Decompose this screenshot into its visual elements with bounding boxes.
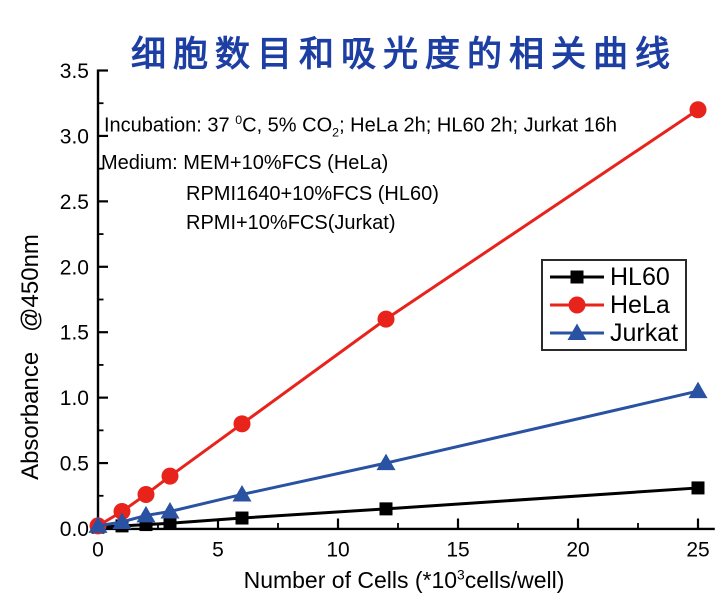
x-label-text: cells/well) — [464, 567, 565, 593]
legend-sample-circle — [550, 296, 604, 314]
legend-sample-square — [550, 270, 604, 284]
triangle-marker-icon — [567, 323, 587, 340]
series-jurkat-line — [97, 389, 699, 528]
y-tick-label: 1.0 — [60, 387, 89, 410]
x-label-text: Number of Cells (*10 — [243, 567, 458, 593]
series-hl60-point — [163, 516, 177, 530]
exponent-superscript: 3 — [457, 567, 465, 583]
y-tick-label: 0.5 — [60, 453, 89, 476]
legend-item-hl60: HL60 — [549, 263, 679, 291]
legend-label: HeLa — [610, 291, 670, 319]
series-hela-point — [689, 101, 707, 119]
y-tick-label: 1.5 — [60, 322, 89, 345]
series-jurkat-point — [112, 512, 132, 529]
legend-label: HL60 — [610, 263, 670, 291]
x-tick-label: 10 — [326, 539, 349, 562]
series-hela-point — [377, 310, 395, 328]
x-tick-label: 20 — [566, 539, 589, 562]
series-jurkat-point — [688, 381, 708, 399]
legend: HL60 HeLa Jurkat — [541, 259, 687, 351]
annotation-text: C, 5% CO — [242, 114, 333, 137]
annotation-medium-hela: Medium: MEM+10%FCS (HeLa) — [101, 152, 389, 174]
x-tick-label: 0 — [92, 539, 104, 562]
legend-label: Jurkat — [610, 319, 679, 347]
series-hela-point — [113, 502, 131, 520]
co2-subscript: 2 — [332, 125, 340, 140]
y-tick-label: 2.0 — [60, 256, 89, 279]
series-jurkat-point — [160, 501, 180, 519]
legend-item-hela: HeLa — [549, 291, 679, 319]
series-hl60-point — [235, 511, 249, 525]
circle-marker-icon — [568, 296, 586, 314]
series-hela-point — [137, 485, 155, 503]
y-tick-label: 0.0 — [60, 518, 89, 541]
annotation-text: ; HeLa 2h; HL60 2h; Jurkat 16h — [339, 114, 618, 137]
legend-sample-triangle — [550, 323, 604, 340]
x-tick-label: 5 — [212, 539, 224, 562]
series-hela-point — [233, 415, 251, 433]
series-hela-point — [161, 467, 179, 485]
y-tick-label: 3.0 — [60, 125, 89, 148]
x-tick-label: 25 — [686, 539, 709, 562]
annotation-medium-hl60: RPMI1640+10%FCS (HL60) — [186, 183, 439, 205]
y-tick-label: 2.5 — [60, 191, 89, 214]
chart-title: 细胞数目和吸光度的相关曲线 — [130, 35, 677, 74]
series-hl60-point — [691, 481, 705, 495]
x-tick-label: 15 — [446, 539, 469, 562]
series-jurkat-point — [376, 453, 396, 471]
annotation-incubation: Incubation: 37 0C, 5% CO2; HeLa 2h; HL60… — [104, 113, 617, 140]
y-tick-label: 3.5 — [60, 60, 89, 83]
x-axis-label: Number of Cells (*103cells/well) — [98, 567, 710, 594]
square-marker-icon — [570, 270, 584, 284]
series-jurkat-point — [88, 516, 108, 533]
series-jurkat-point — [136, 505, 156, 523]
annotation-medium-jurkat: RPMI+10%FCS(Jurkat) — [186, 212, 396, 234]
series-jurkat-point — [232, 484, 252, 502]
degree-superscript: 0 — [235, 113, 243, 127]
annotation-text: Incubation: 37 — [104, 114, 236, 137]
legend-item-jurkat: Jurkat — [549, 319, 679, 347]
series-hl60-point — [379, 502, 393, 516]
